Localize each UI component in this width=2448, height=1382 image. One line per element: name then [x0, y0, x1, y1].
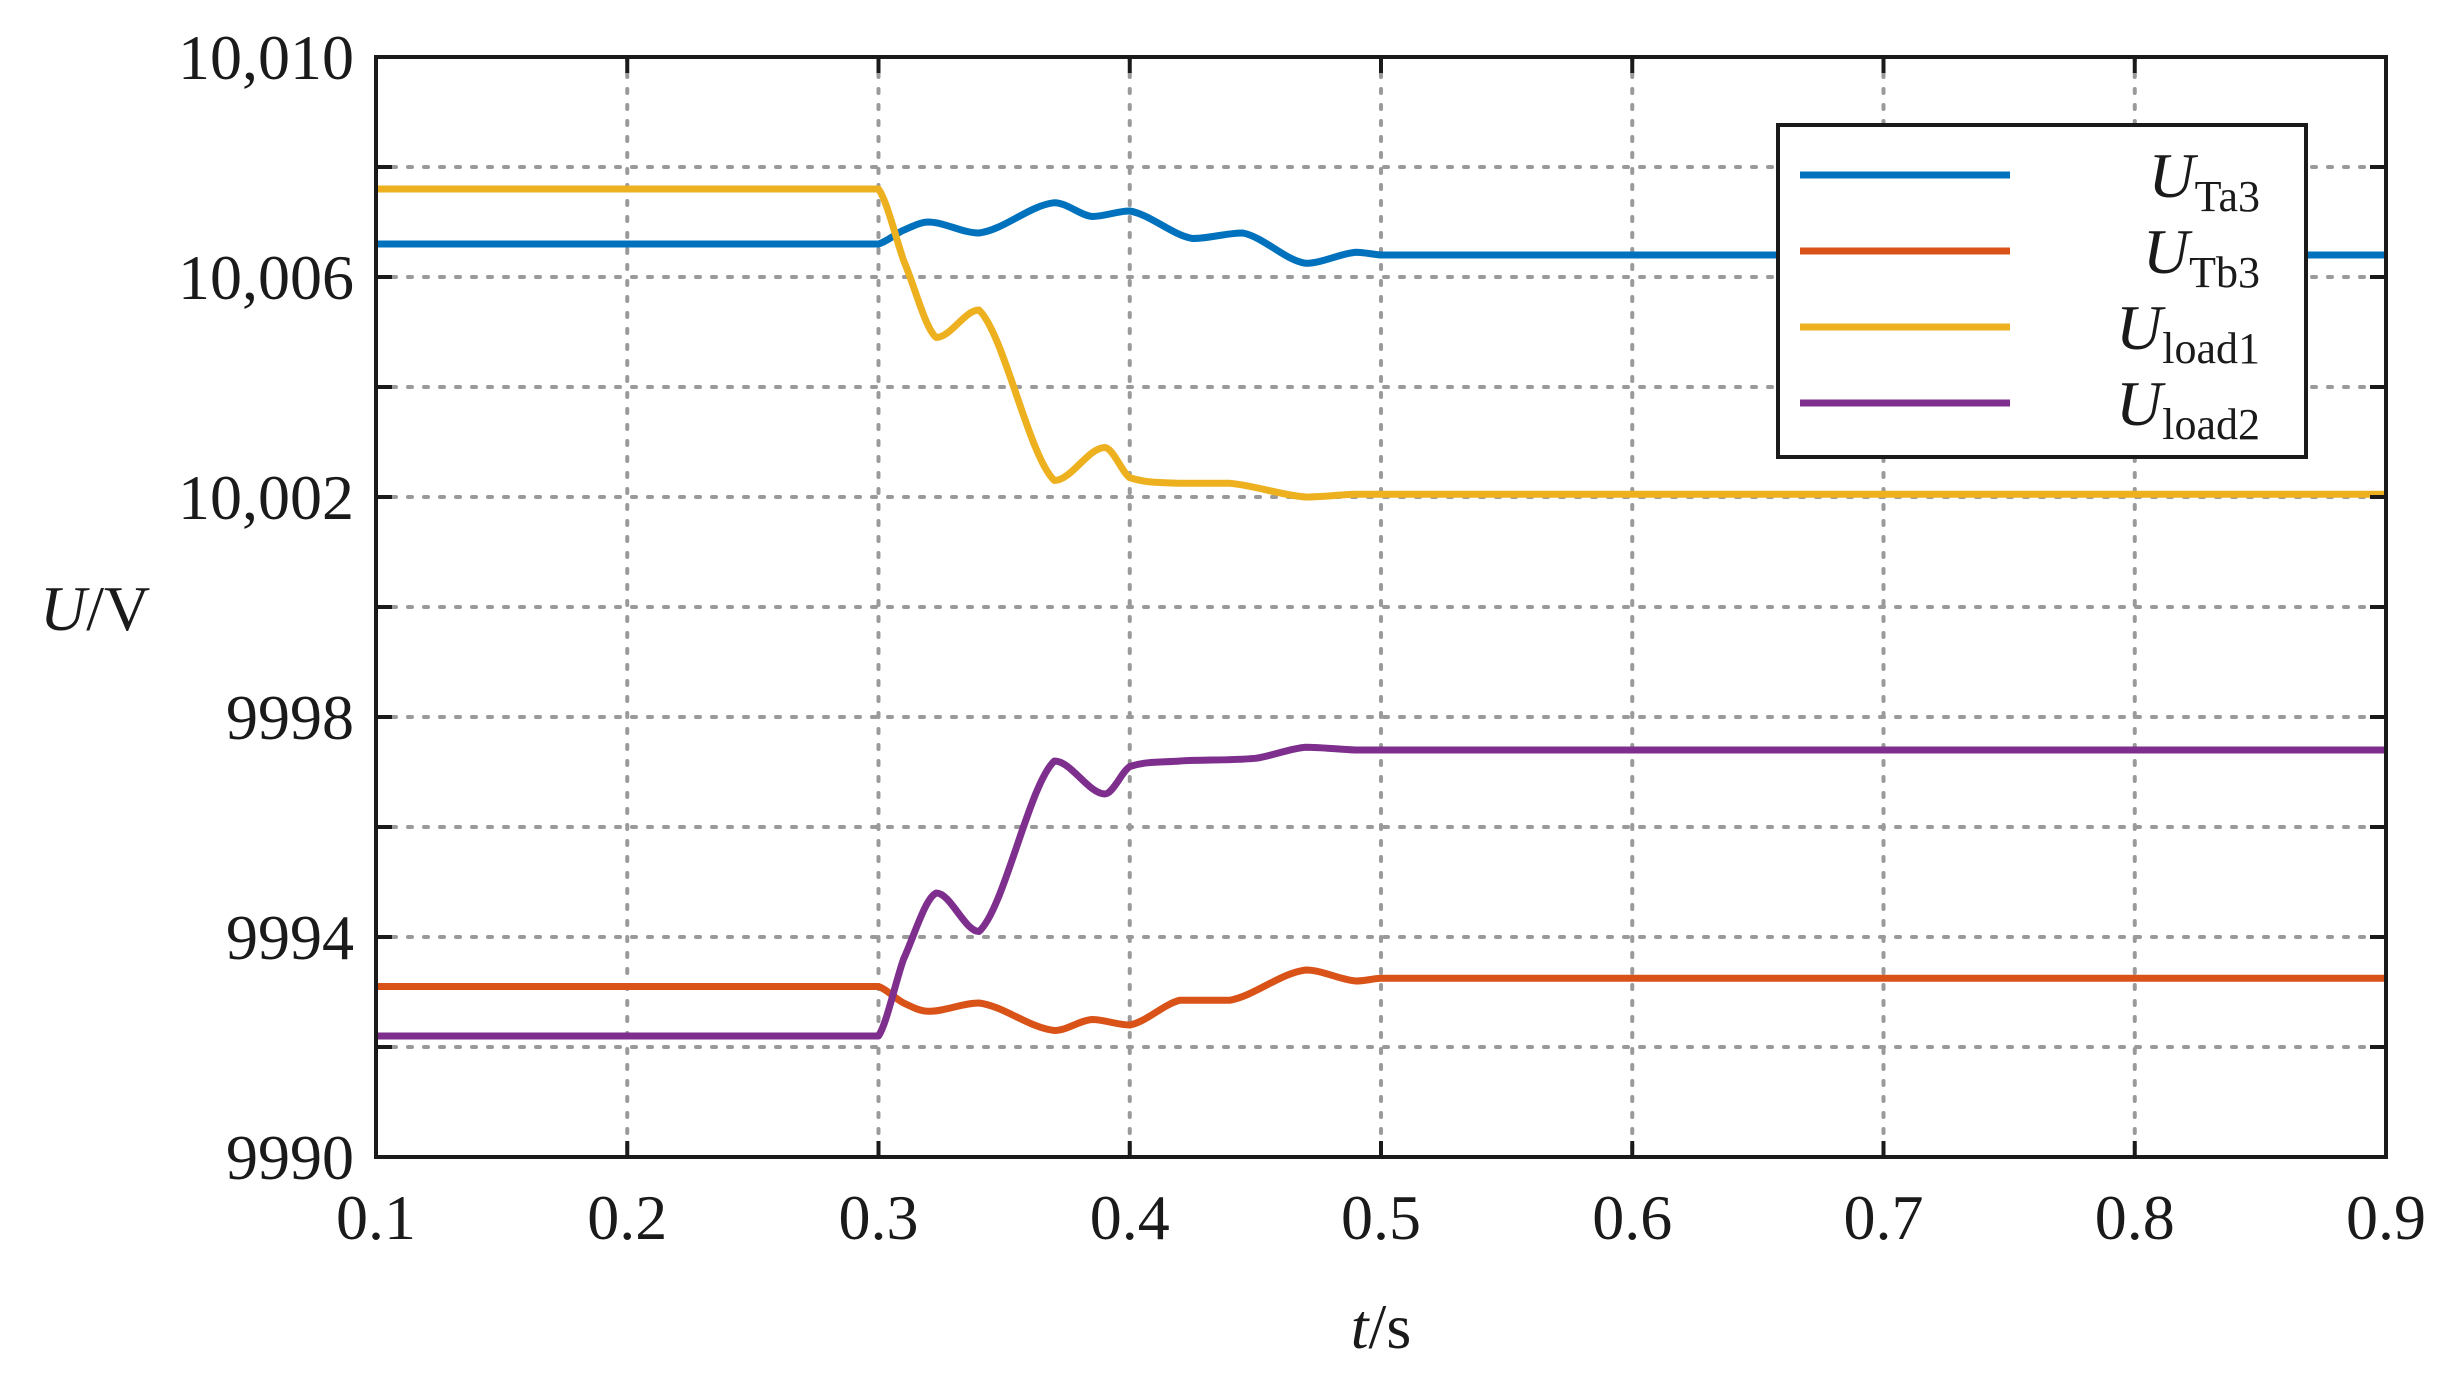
axis-ticks: 0.1 0.2 0.3 0.4 0.5 0.6 0.7 0.8 0.9 9990 9994 9998 1…: [178, 22, 2426, 1253]
series-line-Uload1: [375, 185, 2386, 501]
legend-label-main: U: [2116, 292, 2166, 363]
x-tick-label: 0.2: [587, 1182, 667, 1253]
legend-label-UTb3: UTb3: [2143, 216, 2260, 297]
y-tick-label: 9990: [226, 1122, 354, 1193]
legend-label-main: U: [2143, 216, 2193, 287]
y-axis-title-var: U: [40, 573, 90, 644]
legend-label-UTa3: UTa3: [2148, 140, 2260, 221]
x-tick-label: 0.5: [1341, 1182, 1421, 1253]
series-line-Uload2: [376, 743, 2386, 1040]
x-axis-title-unit: /s: [1369, 1291, 1412, 1362]
legend-label-sub: load2: [2162, 400, 2260, 449]
x-tick-label: 0.3: [839, 1182, 919, 1253]
x-axis-title: t/s: [1351, 1291, 1411, 1362]
x-tick-label: 0.1: [336, 1182, 416, 1253]
series-lines: [375, 185, 2386, 1040]
y-tick-label: 9994: [226, 902, 354, 973]
y-axis-title-unit: /V: [86, 573, 150, 644]
legend-label-sub: Tb3: [2189, 248, 2260, 297]
x-tick-label: 0.4: [1090, 1182, 1170, 1253]
gridlines: [374, 55, 2388, 1159]
y-tick-label: 10,006: [178, 242, 354, 313]
y-tick-label: 10,002: [178, 462, 354, 533]
legend-label-main: U: [2116, 368, 2166, 439]
x-tick-label: 0.9: [2346, 1182, 2426, 1253]
legend-label-main: U: [2148, 140, 2198, 211]
y-tick-label: 10,010: [178, 22, 354, 93]
x-tick-label: 0.8: [2095, 1182, 2175, 1253]
legend-label-Uload1: Uload1: [2116, 292, 2260, 373]
x-tick-label: 0.7: [1844, 1182, 1924, 1253]
y-tick-label: 9998: [226, 682, 354, 753]
y-axis-title: U/V: [40, 573, 150, 644]
series-line-UTb3: [376, 966, 2386, 1034]
x-axis-title-var: t: [1351, 1291, 1371, 1362]
legend-label-sub: load1: [2162, 324, 2260, 373]
series-line-UTa3: [376, 199, 2386, 267]
legend-label-sub: Ta3: [2195, 172, 2260, 221]
legend-label-Uload2: Uload2: [2116, 368, 2260, 449]
x-tick-label: 0.6: [1592, 1182, 1672, 1253]
